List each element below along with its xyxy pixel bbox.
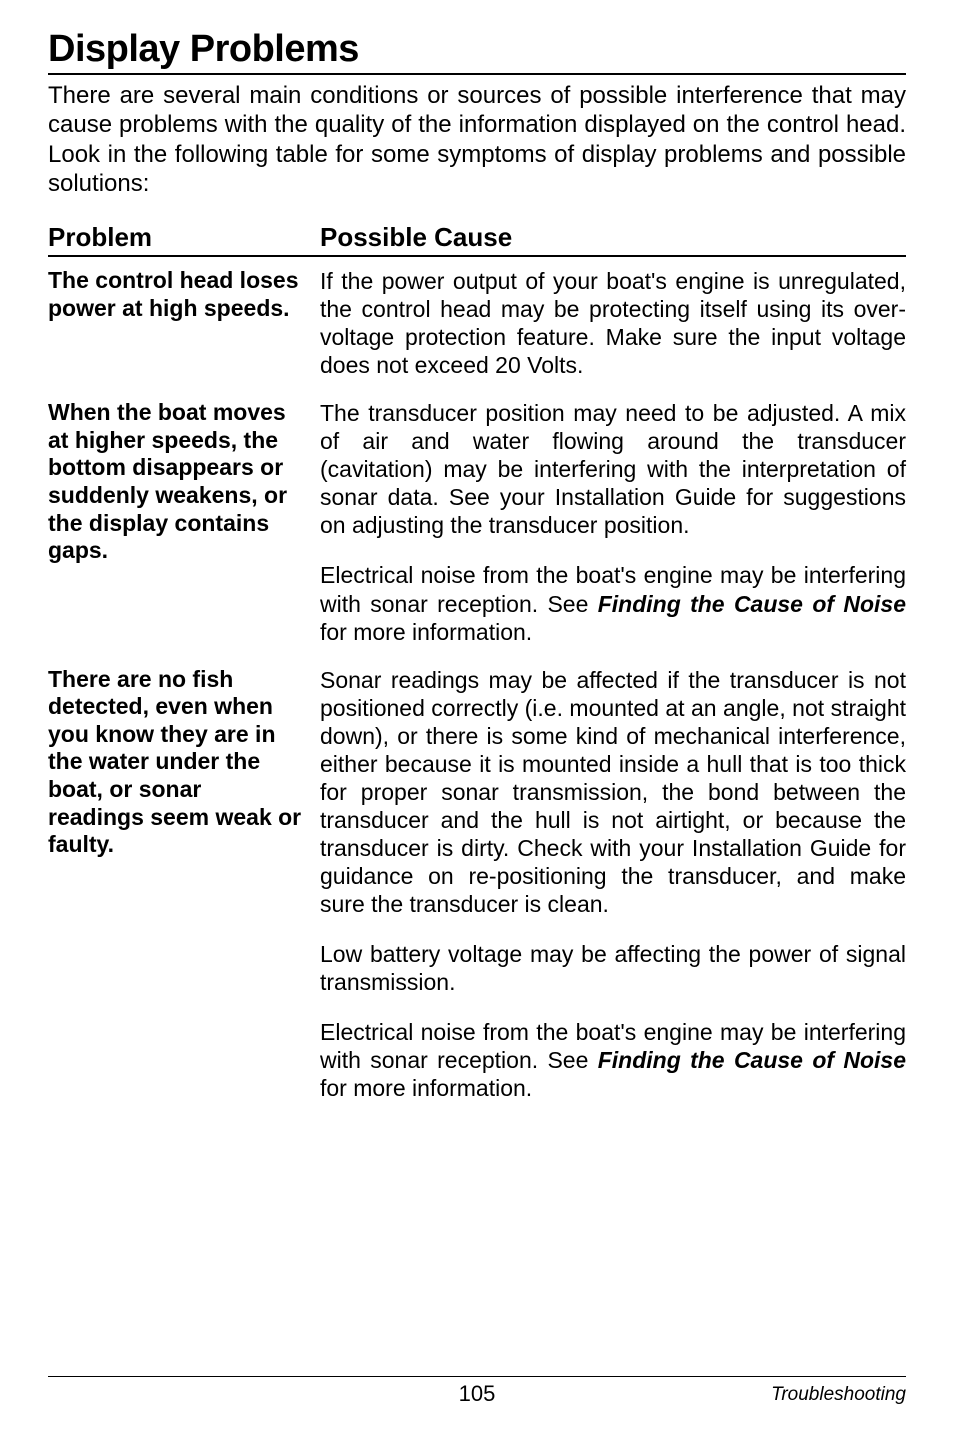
cause-cell: The transducer position may need to be a…: [320, 399, 906, 645]
intro-text: There are several main conditions or sou…: [48, 81, 906, 198]
table-row: The control head loses power at high spe…: [48, 267, 906, 379]
problem-cell: There are no fish detected, even when yo…: [48, 666, 320, 1103]
problem-cell: When the boat moves at higher speeds, th…: [48, 399, 320, 645]
title-rule: [48, 73, 906, 75]
table-header: Problem Possible Cause: [48, 222, 906, 257]
footer-rule: [48, 1376, 906, 1377]
table-row: There are no fish detected, even when yo…: [48, 666, 906, 1103]
section-name: Troubleshooting: [771, 1384, 906, 1406]
cause-paragraph: Sonar readings may be affected if the tr…: [320, 666, 906, 918]
cause-paragraph: Low battery voltage may be affecting the…: [320, 940, 906, 996]
cause-paragraph: Electrical noise from the boat's engine …: [320, 561, 906, 645]
page-footer: 105 Troubleshooting: [48, 1376, 906, 1407]
page-number: 105: [459, 1381, 496, 1407]
cause-paragraph: If the power output of your boat's engin…: [320, 267, 906, 379]
col-header-problem: Problem: [48, 222, 320, 253]
reference-italic: Finding the Cause of Noise: [598, 591, 906, 617]
cause-paragraph: The transducer position may need to be a…: [320, 399, 906, 539]
col-header-cause: Possible Cause: [320, 222, 906, 253]
cause-cell: Sonar readings may be affected if the tr…: [320, 666, 906, 1103]
reference-italic: Finding the Cause of Noise: [598, 1047, 906, 1073]
page-title: Display Problems: [48, 28, 906, 71]
problem-cell: The control head loses power at high spe…: [48, 267, 320, 379]
table-row: When the boat moves at higher speeds, th…: [48, 399, 906, 645]
cause-paragraph: Electrical noise from the boat's engine …: [320, 1018, 906, 1102]
cause-cell: If the power output of your boat's engin…: [320, 267, 906, 379]
